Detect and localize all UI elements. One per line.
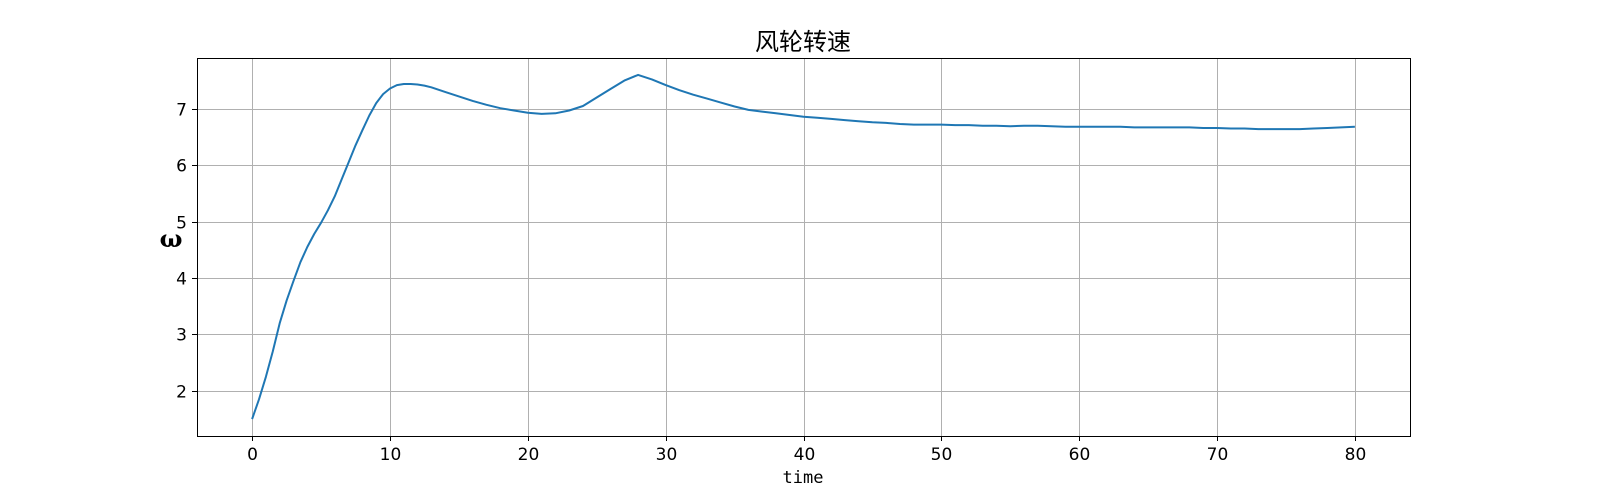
chart-title: 风轮转速 — [755, 28, 851, 56]
x-axis: 0 10 20 30 40 50 60 70 80 — [247, 436, 1366, 465]
y-tick-label: 7 — [176, 101, 187, 121]
y-tick-label: 2 — [176, 383, 187, 403]
series-line — [251, 73, 1355, 420]
x-tick-label: 10 — [380, 445, 402, 465]
x-tick-label: 70 — [1207, 445, 1229, 465]
x-tick-label: 80 — [1345, 445, 1367, 465]
grid — [197, 58, 1410, 436]
x-tick-label: 20 — [518, 445, 540, 465]
x-tick-label: 0 — [247, 445, 258, 465]
x-tick-label: 60 — [1069, 445, 1091, 465]
y-axis: 2 3 4 5 6 7 — [176, 101, 197, 403]
y-axis-title: ω — [160, 224, 183, 253]
y-tick-label: 4 — [176, 270, 187, 290]
y-tick-label: 5 — [176, 214, 187, 234]
y-tick-label: 3 — [176, 326, 187, 346]
x-tick-label: 30 — [656, 445, 678, 465]
y-tick-label: 6 — [176, 157, 187, 177]
x-tick-label: 40 — [794, 445, 816, 465]
x-axis-title: time — [783, 468, 824, 488]
x-tick-label: 50 — [931, 445, 953, 465]
